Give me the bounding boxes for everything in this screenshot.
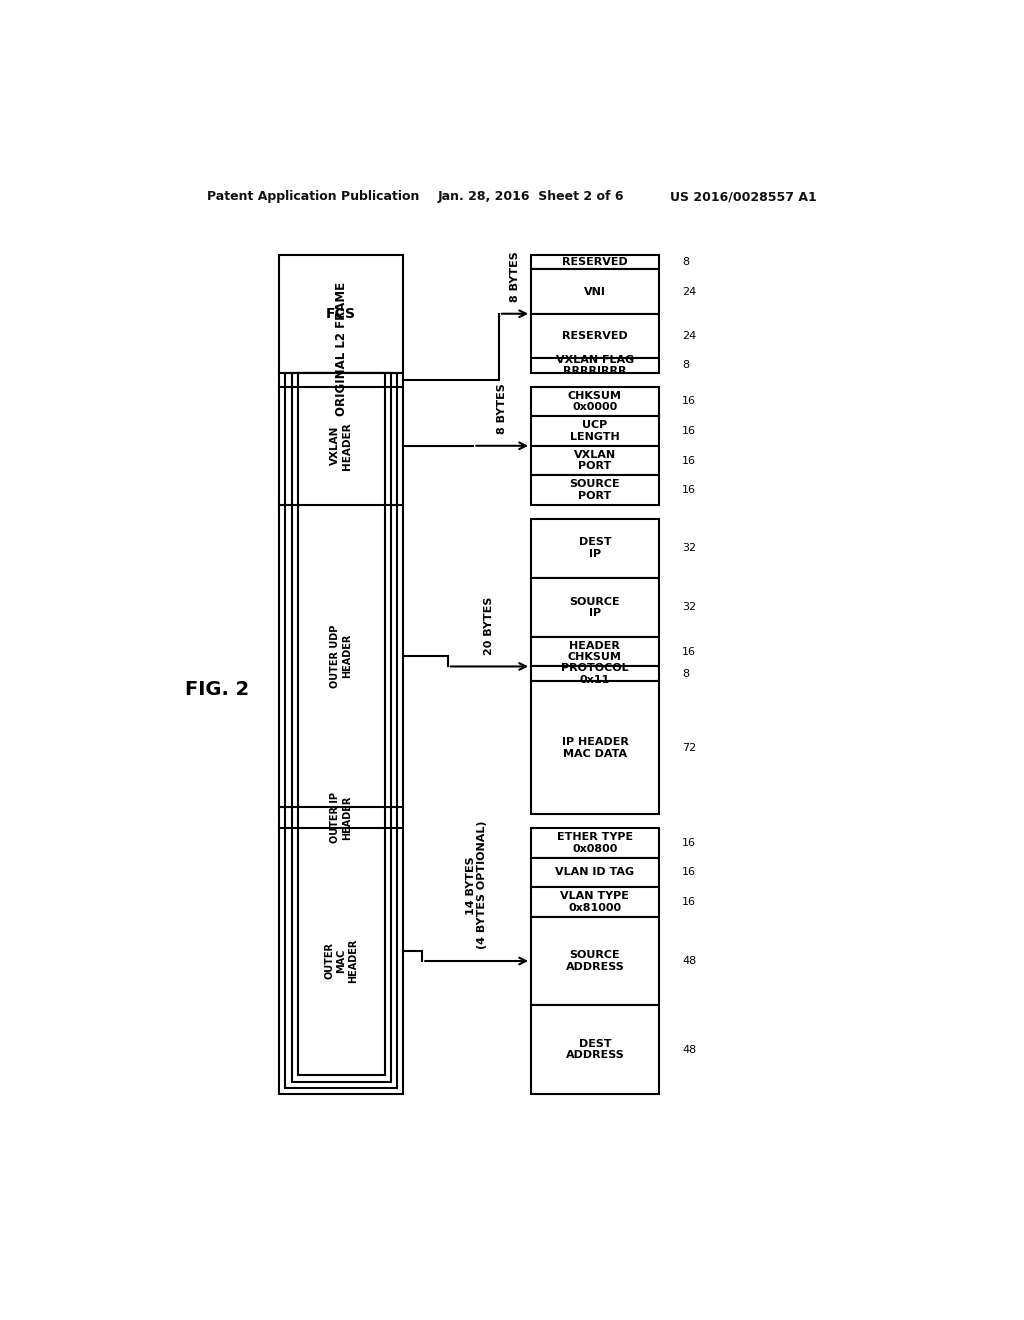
Bar	[531, 269, 658, 314]
Text: 14 BYTES
(4 BYTES OPTIONAL): 14 BYTES (4 BYTES OPTIONAL)	[466, 821, 487, 949]
Text: 48: 48	[682, 956, 696, 966]
Text: FIG. 2: FIG. 2	[185, 680, 249, 700]
Bar	[531, 916, 658, 1006]
Text: 16: 16	[682, 396, 696, 407]
Bar	[292, 372, 391, 1081]
Text: 48: 48	[682, 1044, 696, 1055]
Text: 16: 16	[682, 896, 696, 907]
Bar	[531, 1006, 658, 1094]
Text: 16: 16	[682, 426, 696, 436]
Text: VXLAN FLAG
RRRRIRRR: VXLAN FLAG RRRRIRRR	[556, 355, 634, 376]
Text: 24: 24	[682, 286, 696, 297]
Text: CHKSUM
0x0000: CHKSUM 0x0000	[568, 391, 622, 412]
Bar	[531, 858, 658, 887]
Text: 32: 32	[682, 602, 696, 612]
Bar	[531, 475, 658, 504]
Bar	[531, 314, 658, 358]
Bar	[531, 578, 658, 638]
Text: PROTOCOL
0x11: PROTOCOL 0x11	[561, 663, 629, 685]
Text: DEST
ADDRESS: DEST ADDRESS	[565, 1039, 625, 1060]
Text: VXLAN
PORT: VXLAN PORT	[573, 450, 616, 471]
Text: 8: 8	[682, 360, 689, 371]
Text: RESERVED: RESERVED	[562, 257, 628, 267]
Text: Patent Application Publication: Patent Application Publication	[207, 190, 420, 203]
Text: VNI: VNI	[584, 286, 606, 297]
Text: ETHER TYPE
0x0800: ETHER TYPE 0x0800	[557, 832, 633, 854]
Bar	[531, 255, 658, 269]
Bar	[531, 446, 658, 475]
Text: VLAN TYPE
0x81000: VLAN TYPE 0x81000	[560, 891, 630, 912]
Bar	[298, 372, 385, 1076]
Text: 8 BYTES: 8 BYTES	[510, 251, 520, 302]
Bar	[531, 681, 658, 814]
Bar	[531, 416, 658, 446]
Text: 32: 32	[682, 544, 696, 553]
Text: 8: 8	[682, 257, 689, 267]
Text: ORIGINAL L2 FRAME: ORIGINAL L2 FRAME	[335, 282, 347, 416]
Text: VXLAN
HEADER: VXLAN HEADER	[331, 422, 352, 470]
Bar	[531, 519, 658, 578]
Text: 16: 16	[682, 484, 696, 495]
Text: OUTER UDP
HEADER: OUTER UDP HEADER	[331, 624, 352, 688]
Bar	[286, 372, 397, 1088]
Text: VLAN ID TAG: VLAN ID TAG	[555, 867, 635, 878]
Text: 8 BYTES: 8 BYTES	[498, 384, 507, 434]
Text: 16: 16	[682, 867, 696, 878]
Bar	[531, 638, 658, 667]
Bar	[531, 358, 658, 372]
Text: HEADER
CHKSUM: HEADER CHKSUM	[568, 642, 622, 663]
Text: OUTER
MAC
HEADER: OUTER MAC HEADER	[325, 939, 357, 983]
Text: 24: 24	[682, 331, 696, 341]
Bar	[280, 255, 403, 1094]
Text: RESERVED: RESERVED	[562, 331, 628, 341]
Text: 16: 16	[682, 647, 696, 656]
Bar	[531, 887, 658, 916]
Text: 16: 16	[682, 838, 696, 847]
Text: OUTER IP
HEADER: OUTER IP HEADER	[331, 792, 352, 843]
Text: Jan. 28, 2016  Sheet 2 of 6: Jan. 28, 2016 Sheet 2 of 6	[438, 190, 625, 203]
Text: 8: 8	[682, 669, 689, 678]
Text: UCP
LENGTH: UCP LENGTH	[570, 420, 620, 442]
Text: SOURCE
IP: SOURCE IP	[569, 597, 621, 618]
Text: 20 BYTES: 20 BYTES	[484, 597, 495, 655]
Bar	[531, 667, 658, 681]
Text: FCS: FCS	[326, 306, 356, 321]
Text: IP HEADER
MAC DATA: IP HEADER MAC DATA	[561, 737, 629, 759]
Text: 16: 16	[682, 455, 696, 466]
Bar	[531, 828, 658, 858]
Text: DEST
IP: DEST IP	[579, 537, 611, 560]
Text: SOURCE
PORT: SOURCE PORT	[569, 479, 621, 500]
Bar	[531, 387, 658, 416]
Text: SOURCE
ADDRESS: SOURCE ADDRESS	[565, 950, 625, 972]
Text: US 2016/0028557 A1: US 2016/0028557 A1	[671, 190, 817, 203]
Text: 72: 72	[682, 743, 696, 752]
